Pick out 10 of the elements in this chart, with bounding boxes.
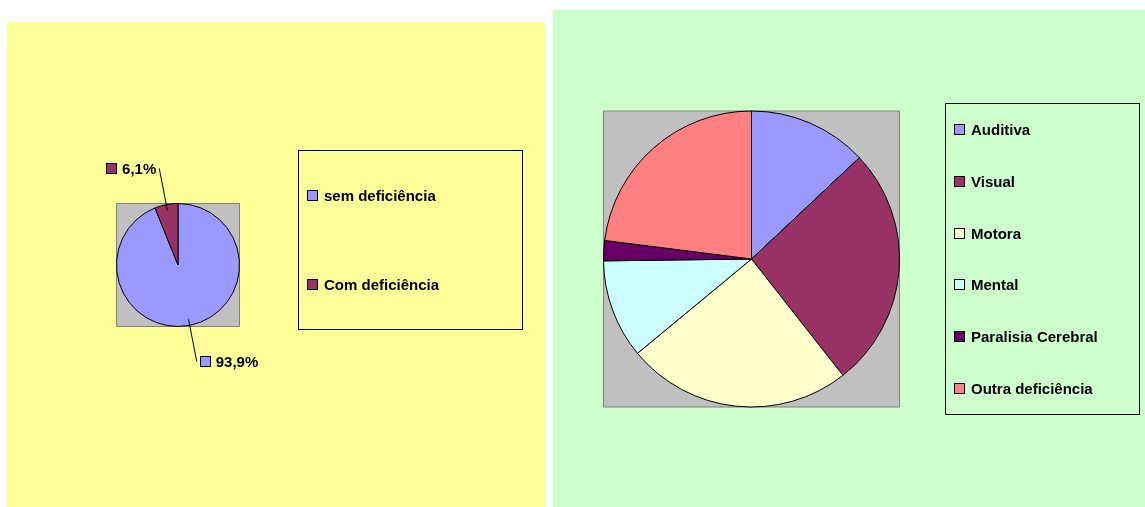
legend-label: Auditiva bbox=[971, 121, 1031, 139]
data-label: 93,9% bbox=[215, 353, 259, 371]
legend-label: Visual bbox=[971, 172, 1015, 190]
legend-label: Mental bbox=[971, 276, 1019, 294]
data-label: 6,1% bbox=[122, 159, 157, 177]
legend-label: Com deficiência bbox=[324, 276, 440, 293]
legend-label: Outra deficiência bbox=[971, 379, 1093, 397]
legend-label: sem deficiência bbox=[324, 187, 436, 204]
legend-label: Motora bbox=[971, 224, 1021, 242]
legend-label: Paralisia Cerebral bbox=[971, 327, 1098, 345]
